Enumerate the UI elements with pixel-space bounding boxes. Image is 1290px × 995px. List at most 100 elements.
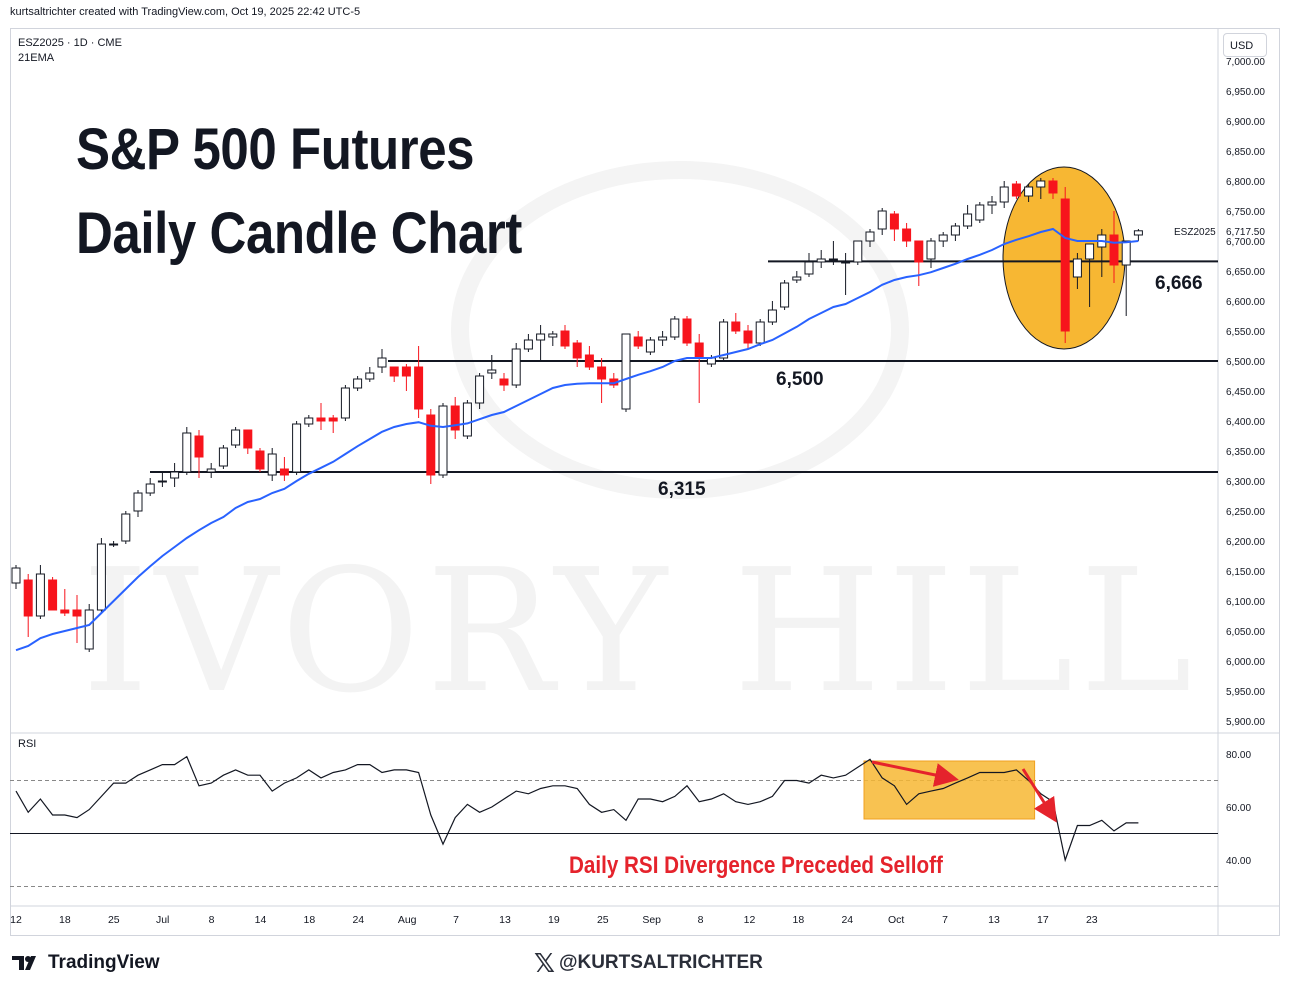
candle-body [560,330,570,347]
candle-body [218,447,228,467]
level-label-6315: 6,315 [658,479,706,500]
candle-body [182,432,192,473]
candle-body [645,339,655,353]
candle-body [1048,180,1058,194]
time-tick-label: 25 [597,914,609,926]
tradingview-brand-text: TradingView [48,952,160,973]
price-tick-label: 6,950.00 [1226,87,1265,98]
title-line-2: Daily Candle Chart [76,201,522,266]
candle-body [292,423,302,473]
tradingview-logo-icon [12,954,42,972]
candle-body [365,372,375,380]
chart-frame [10,28,1280,936]
time-tick-label: 25 [108,914,120,926]
candle-body [975,204,985,221]
price-tick-label: 6,600.00 [1226,297,1265,308]
symbol-price-label: ESZ2025 [1174,227,1216,238]
candle-body [133,492,143,512]
candle-body [426,414,436,476]
rsi-tick-label: 80.00 [1226,750,1251,761]
candle-body [792,276,802,281]
symbol-legend[interactable]: ESZ2025 · 1D · CME 21EMA [18,36,122,66]
candle-body [60,609,70,614]
candle-body [109,543,119,546]
candle-body [206,468,216,473]
candle-body [658,336,668,341]
price-tick-label: 6,300.00 [1226,477,1265,488]
candle-body [1036,180,1046,188]
divergence-arrow [871,760,959,787]
candle-body [35,573,45,617]
tradingview-brand[interactable]: TradingView [12,952,160,974]
time-tick-label: 8 [698,914,704,926]
candle-body [682,318,692,344]
price-tick-label: 5,900.00 [1226,717,1265,728]
time-tick-label: 7 [453,914,459,926]
candle-body [963,213,973,227]
candle-body [597,366,607,380]
rsi-annotation: Daily RSI Divergence Preceded Selloff [569,852,943,879]
candle-body [23,579,33,617]
candle-body [755,321,765,344]
candle-body [450,405,460,431]
candle-body [926,240,936,260]
price-tick-label: 6,400.00 [1226,417,1265,428]
price-tick-label: 6,150.00 [1226,567,1265,578]
candle-body [902,228,912,242]
price-tick-label: 7,000.00 [1226,57,1265,68]
price-tick-label: 6,200.00 [1226,537,1265,548]
time-tick-label: 12 [744,914,756,926]
candle-body [377,357,387,368]
candle-body [828,258,838,261]
time-tick-label: Oct [888,914,904,926]
time-tick-label: 19 [548,914,560,926]
time-tick-label: 14 [255,914,267,926]
candle-body [1133,230,1143,236]
candle-body [548,333,558,338]
candle-body [1060,198,1070,332]
candle-body [279,468,289,476]
symbol-info[interactable]: ESZ2025 · 1D · CME [18,37,122,49]
ema-legend[interactable]: 21EMA [18,52,55,64]
candle-body [48,579,58,611]
price-tick-label: 5,950.00 [1226,687,1265,698]
time-tick-label: 24 [841,914,853,926]
currency-button[interactable]: USD [1223,33,1267,57]
time-tick-label: 8 [209,914,215,926]
candle-body [231,429,241,446]
candle-body [1121,240,1131,266]
time-tick-label: 24 [352,914,364,926]
last-price-label: 6,717.50 [1226,227,1265,238]
rsi-legend[interactable]: RSI [18,738,37,750]
candle-body [462,402,472,437]
price-tick-label: 6,450.00 [1226,387,1265,398]
candle-body [11,567,21,584]
time-tick-label: 23 [1086,914,1098,926]
price-tick-label: 6,350.00 [1226,447,1265,458]
candle-body [304,417,314,425]
rsi-tick-label: 60.00 [1226,803,1251,814]
selloff-arrow [1021,768,1057,823]
candle-body [243,429,253,449]
candle-body [670,318,680,338]
candle-body [877,210,887,230]
candle-body [621,333,631,410]
price-tick-label: 6,900.00 [1226,117,1265,128]
candle-body [121,513,131,542]
time-tick-label: 18 [793,914,805,926]
candle-body [865,231,875,242]
candle-body [633,336,643,347]
price-tick-label: 6,550.00 [1226,327,1265,338]
price-tick-label: 6,100.00 [1226,597,1265,608]
candle-body [889,213,899,230]
candle-body [853,240,863,263]
candle-body [731,321,741,332]
level-label-6500: 6,500 [776,369,824,390]
candle-body [353,378,363,389]
price-tick-label: 6,500.00 [1226,357,1265,368]
candle-body [1011,183,1021,197]
time-tick-label: Sep [642,914,661,926]
bull-watermark-icon [451,161,909,499]
x-logo-icon: 𝕏 [534,948,555,978]
